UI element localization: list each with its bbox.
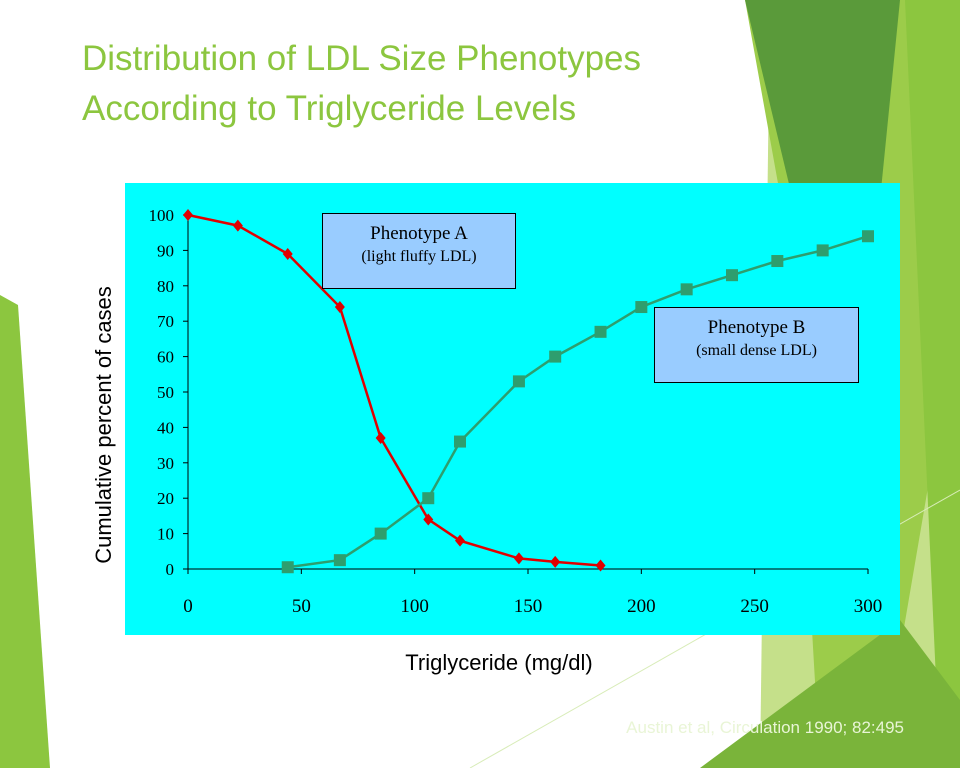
right-edge-band [905, 0, 960, 768]
phenotype-b-point [635, 301, 648, 314]
y-tick-label: 100 [149, 206, 175, 225]
y-tick-label: 90 [157, 241, 174, 260]
phenotype-a-description: (light fluffy LDL) [361, 248, 477, 265]
bottom-dark-wedge [700, 620, 960, 768]
phenotype-a-point [423, 513, 434, 526]
phenotype-b-description: (small dense LDL) [696, 342, 817, 359]
phenotype-a-name: Phenotype A [370, 223, 468, 244]
phenotype-a-point [455, 534, 465, 547]
y-tick-label: 10 [157, 525, 174, 544]
phenotype-b-point [454, 435, 466, 448]
x-tick-label: 150 [514, 596, 543, 617]
phenotype-a-point [282, 247, 293, 260]
x-axis-ticks: 0 50 100 150 200 250 300 [183, 569, 882, 617]
x-tick-label: 200 [627, 596, 656, 617]
citation: Austin et al, Circulation 1990; 82:495 [626, 718, 904, 737]
y-tick-label: 20 [157, 489, 174, 508]
phenotype-b-point [422, 492, 435, 505]
phenotype-b-point [726, 269, 738, 282]
phenotype-b-point [333, 554, 346, 567]
y-tick-label: 60 [157, 348, 174, 367]
phenotype-b-callout: Phenotype B (small dense LDL) [654, 307, 859, 383]
series-layer [183, 209, 874, 574]
y-tick-label: 50 [157, 383, 174, 402]
right-dark-band [745, 0, 900, 230]
phenotype-b-series [281, 230, 874, 574]
phenotype-b-point [374, 527, 387, 540]
phenotype-b-point [512, 375, 525, 388]
phenotype-a-point [375, 432, 386, 445]
phenotype-b-line [287, 235, 869, 569]
x-tick-label: 300 [854, 596, 883, 617]
phenotype-a-line [187, 213, 601, 567]
phenotype-b-point [680, 283, 693, 296]
phenotype-a-point [595, 559, 606, 572]
y-axis-ticks: 0 10 20 30 40 50 60 70 80 90 100 [149, 206, 188, 579]
phenotype-b-point [549, 350, 562, 363]
y-axis-label: Cumulative percent of cases [91, 286, 116, 564]
phenotype-b-point [594, 325, 607, 338]
slide-title: Distribution of LDL Size Phenotypes Acco… [82, 34, 641, 134]
x-axis-label: Triglyceride (mg/dl) [405, 650, 593, 675]
phenotype-b-point [281, 561, 294, 574]
y-tick-label: 0 [166, 560, 175, 579]
y-tick-label: 40 [157, 418, 174, 437]
x-tick-label: 250 [740, 596, 769, 617]
y-tick-label: 80 [157, 277, 174, 296]
phenotype-a-callout: Phenotype A (light fluffy LDL) [322, 213, 516, 289]
phenotype-a-point [550, 555, 561, 568]
y-tick-label: 70 [157, 312, 174, 331]
phenotype-b-point [771, 255, 784, 268]
phenotype-a-point [513, 552, 524, 565]
y-tick-label: 30 [157, 454, 174, 473]
phenotype-b-point [862, 230, 874, 243]
slide-title-line1: Distribution of LDL Size Phenotypes [82, 39, 642, 78]
phenotype-a-series [183, 209, 606, 572]
phenotype-a-point [334, 301, 345, 314]
phenotype-a-point [183, 209, 193, 221]
phenotype-a-point [232, 219, 243, 232]
phenotype-b-name: Phenotype B [707, 317, 806, 338]
left-accent-band [0, 295, 50, 768]
x-tick-label: 0 [183, 596, 193, 617]
phenotype-b-point [816, 244, 829, 257]
x-tick-label: 100 [400, 596, 429, 617]
slide-title-line2: According to Triglyceride Levels [82, 89, 577, 128]
x-tick-label: 50 [292, 596, 311, 617]
